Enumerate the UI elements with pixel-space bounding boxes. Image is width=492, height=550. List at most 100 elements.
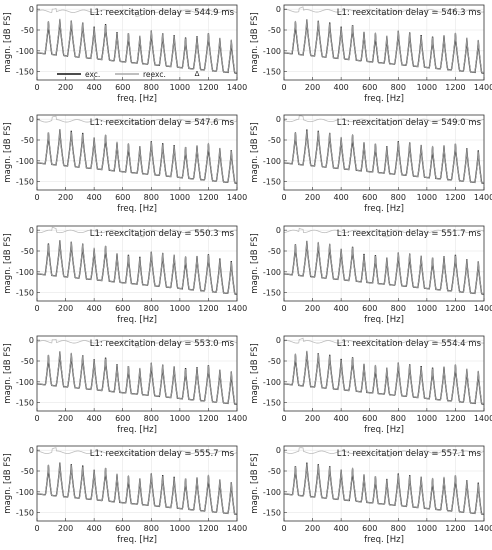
x-tick-label: 0 [34,304,39,313]
x-tick-label: 0 [281,193,286,202]
x-tick-label: 1000 [170,193,190,202]
x-tick-label: 600 [115,304,130,313]
x-tick-label: 600 [115,193,130,202]
panel-title: L1: reexcitation delay = 549.0 ms [337,118,482,128]
x-tick-label: 0 [281,524,286,533]
y-tick-label: -100 [16,47,34,56]
y-axis-label: magn. [dB FS] [3,233,13,293]
y-axis-label: magn. [dB FS] [3,12,13,72]
x-tick-label: 1400 [474,414,492,423]
panel-4: 0 200 400 600 800 1000 1200 1400 0 -50 -100 -150 fre… [250,114,492,214]
x-tick-label: 200 [305,193,320,202]
difference-line [283,6,485,16]
x-tick-label: 800 [391,83,406,92]
x-tick-label: 1400 [474,83,492,92]
x-tick-label: 800 [144,193,159,202]
x-tick-label: 0 [34,414,39,423]
reexc-series-line [36,350,238,405]
panel-2: 0 200 400 600 800 1000 1200 1400 0 -50 -100 -150 fre… [250,4,492,104]
x-tick-label: 800 [144,524,159,533]
x-tick-label: 400 [87,414,102,423]
panel-title: L1: reexcitation delay = 544.9 ms [90,8,235,18]
legend-exc-label: exc. [85,70,100,79]
x-axis-label: freq. [Hz] [364,204,404,214]
difference-line [36,338,238,348]
plot-frame [283,445,485,522]
x-tick-label: 400 [334,83,349,92]
y-tick-label: 0 [29,336,34,345]
x-tick-label: 200 [305,524,320,533]
x-tick-label: 600 [115,414,130,423]
y-axis-label: magn. [dB FS] [250,12,260,72]
plot-frame [283,114,485,191]
x-axis-label: freq. [Hz] [117,315,157,325]
plot-area [37,115,237,190]
y-tick-label: -100 [16,488,34,497]
y-axis-label: magn. [dB FS] [250,122,260,182]
x-tick-label: 1200 [445,304,465,313]
x-tick-label: 400 [87,524,102,533]
y-tick-label: -50 [268,136,281,145]
panel-5: 0 200 400 600 800 1000 1200 1400 0 -50 -100 -150 fre… [3,225,247,325]
x-axis-label: freq. [Hz] [364,425,404,435]
y-tick-label: -150 [263,289,281,298]
x-tick-label: 600 [115,524,130,533]
x-axis-label: freq. [Hz] [117,204,157,214]
y-tick-label: -150 [263,178,281,187]
x-tick-label: 800 [144,414,159,423]
reexc-series-line [283,240,485,295]
x-tick-label: 800 [391,304,406,313]
panel-title: L1: reexcitation delay = 555.7 ms [90,449,235,459]
difference-line [283,115,485,127]
y-axis-label: magn. [dB FS] [250,233,260,293]
x-tick-label: 400 [87,193,102,202]
y-tick-label: -100 [263,378,281,387]
y-tick-label: -50 [268,467,281,476]
x-tick-label: 1400 [227,414,247,423]
x-axis-label: freq. [Hz] [117,94,157,104]
x-tick-label: 0 [34,524,39,533]
reexc-series-line [283,463,485,515]
y-tick-label: -150 [16,509,34,518]
x-tick-label: 600 [362,524,377,533]
panel-title: L1: reexcitation delay = 557.1 ms [337,449,482,459]
y-tick-label: -150 [16,399,34,408]
x-tick-label: 1200 [198,304,218,313]
x-tick-label: 0 [34,193,39,202]
x-tick-label: 400 [334,524,349,533]
y-tick-label: -50 [21,26,34,35]
x-tick-label: 1200 [198,414,218,423]
y-tick-label: -100 [263,268,281,277]
y-tick-label: -150 [16,289,34,298]
reexc-series-line [283,130,485,184]
y-tick-label: -100 [16,268,34,277]
panel-title: L1: reexcitation delay = 547.6 ms [90,118,235,128]
panel-10: 0 200 400 600 800 1000 1200 1400 0 -50 -100 -150 fre… [250,445,492,545]
panel-8: 0 200 400 600 800 1000 1200 1400 0 -50 -100 -150 fre… [250,335,492,435]
x-tick-label: 200 [58,83,73,92]
x-tick-label: 1000 [170,524,190,533]
plot-area [284,446,484,521]
panel-title: L1: reexcitation delay = 553.0 ms [90,339,235,349]
y-tick-label: -50 [268,26,281,35]
x-tick-label: 1400 [474,304,492,313]
panel-1: 0 200 400 600 800 1000 1200 1400 0 -50 -100 -150 fre… [3,4,247,104]
x-tick-label: 1000 [417,524,437,533]
x-tick-label: 600 [362,304,377,313]
x-tick-label: 800 [144,83,159,92]
plot-area [37,5,237,80]
plot-area [284,5,484,80]
plot-frame [36,114,238,191]
y-tick-label: -50 [21,247,34,256]
plot-area [37,446,237,521]
y-tick-label: -100 [263,157,281,166]
x-tick-label: 200 [58,524,73,533]
x-tick-label: 1400 [227,83,247,92]
x-tick-label: 1400 [474,524,492,533]
x-tick-label: 1000 [417,193,437,202]
x-tick-label: 800 [144,304,159,313]
x-tick-label: 1200 [445,524,465,533]
y-tick-label: -100 [16,157,34,166]
x-tick-label: 1200 [198,193,218,202]
legend-reexc-label: reexc. [143,70,166,79]
